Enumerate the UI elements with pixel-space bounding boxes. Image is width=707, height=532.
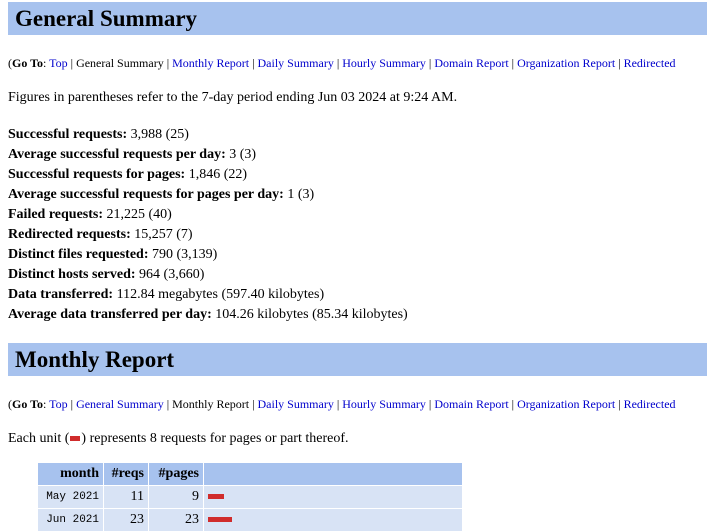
stat-row: Average successful requests per day: 3 (… (8, 145, 408, 165)
stat-label: Successful requests for pages: (8, 167, 186, 182)
column-header-pages: #pages (148, 463, 204, 486)
table-header-row: month #reqs #pages (38, 463, 463, 486)
monthly-report-table: month #reqs #pages May 2021 11 9 Jun 202… (38, 463, 463, 531)
bar-fill (208, 494, 224, 500)
stat-value: 15,257 (7) (134, 227, 193, 242)
stat-row: Average successful requests for pages pe… (8, 185, 408, 205)
stat-value: 21,225 (40) (106, 207, 172, 222)
stat-label: Failed requests: (8, 207, 104, 222)
cell-bar (203, 485, 463, 509)
unit-bar-icon (70, 436, 81, 442)
cell-reqs: 11 (103, 485, 149, 509)
column-header-bar (203, 463, 463, 486)
cell-bar (203, 508, 463, 531)
nav-link-daily[interactable]: Daily Summary (257, 397, 334, 411)
nav-link-redirected[interactable]: Redirected (623, 397, 676, 411)
stat-label: Average data transferred per day: (8, 307, 212, 322)
cell-reqs: 23 (103, 508, 149, 531)
nav-link-organization[interactable]: Organization Report (517, 397, 616, 411)
stat-row: Distinct hosts served: 964 (3,660) (8, 265, 408, 285)
column-header-month: month (38, 463, 104, 486)
nav-link-top[interactable]: Top (49, 397, 68, 411)
table-row: May 2021 11 9 (38, 485, 463, 509)
stat-value: 104.26 kilobytes (85.34 kilobytes) (215, 307, 408, 322)
stat-value: 112.84 megabytes (597.40 kilobytes) (116, 287, 325, 302)
stat-value: 790 (3,139) (152, 247, 218, 262)
stat-label: Average successful requests for pages pe… (8, 187, 284, 202)
table-row: Jun 2021 23 23 (38, 508, 463, 531)
stat-value: 1,846 (22) (188, 167, 248, 182)
column-header-reqs: #reqs (103, 463, 149, 486)
nav-current-general: General Summary (76, 56, 164, 70)
nav-link-daily[interactable]: Daily Summary (257, 56, 334, 70)
unit-note-suffix: ) represents 8 requests for pages or par… (81, 431, 349, 446)
stat-value: 964 (3,660) (139, 267, 205, 282)
summary-stats: Successful requests: 3,988 (25) Average … (8, 125, 408, 325)
stat-value: 3,988 (25) (130, 127, 189, 142)
stat-label: Redirected requests: (8, 227, 131, 242)
general-summary-title: General Summary (15, 6, 198, 31)
stat-row: Distinct files requested: 790 (3,139) (8, 245, 408, 265)
stat-row: Average data transferred per day: 104.26… (8, 305, 408, 325)
nav-link-redirected[interactable]: Redirected (623, 56, 676, 70)
monthly-report-title: Monthly Report (15, 347, 175, 372)
cell-pages: 9 (148, 485, 204, 509)
monthly-report-heading: Monthly Report (8, 343, 707, 376)
nav-link-hourly[interactable]: Hourly Summary (342, 397, 426, 411)
nav-link-hourly[interactable]: Hourly Summary (342, 56, 426, 70)
stat-label: Data transferred: (8, 287, 114, 302)
stat-row: Redirected requests: 15,257 (7) (8, 225, 408, 245)
stat-row: Successful requests for pages: 1,846 (22… (8, 165, 408, 185)
bar-fill (208, 517, 232, 523)
general-summary-heading: General Summary (8, 2, 707, 35)
stat-label: Successful requests: (8, 127, 128, 142)
unit-note: Each unit ( ) represents 8 requests for p… (8, 431, 348, 447)
nav-link-general[interactable]: General Summary (76, 397, 164, 411)
nav-link-domain[interactable]: Domain Report (434, 397, 509, 411)
goto-nav-general: (Go To: Top | General Summary | Monthly … (8, 56, 676, 70)
cell-pages: 23 (148, 508, 204, 531)
nav-link-organization[interactable]: Organization Report (517, 56, 616, 70)
stat-label: Distinct files requested: (8, 247, 149, 262)
stat-value: 3 (3) (229, 147, 257, 162)
cell-month: Jun 2021 (38, 508, 104, 531)
stat-value: 1 (3) (287, 187, 315, 202)
unit-note-prefix: Each unit ( (8, 431, 70, 446)
cell-month: May 2021 (38, 485, 104, 509)
stat-label: Distinct hosts served: (8, 267, 136, 282)
goto-label: Go To (12, 397, 44, 411)
stat-row: Successful requests: 3,988 (25) (8, 125, 408, 145)
stat-row: Failed requests: 21,225 (40) (8, 205, 408, 225)
stat-row: Data transferred: 112.84 megabytes (597.… (8, 285, 408, 305)
period-note: Figures in parentheses refer to the 7-da… (8, 90, 458, 105)
nav-link-domain[interactable]: Domain Report (434, 56, 509, 70)
stat-label: Average successful requests per day: (8, 147, 226, 162)
goto-nav-monthly: (Go To: Top | General Summary | Monthly … (8, 397, 676, 411)
nav-link-monthly[interactable]: Monthly Report (172, 56, 250, 70)
goto-label: Go To (12, 56, 44, 70)
nav-current-monthly: Monthly Report (172, 397, 250, 411)
nav-link-top[interactable]: Top (49, 56, 68, 70)
